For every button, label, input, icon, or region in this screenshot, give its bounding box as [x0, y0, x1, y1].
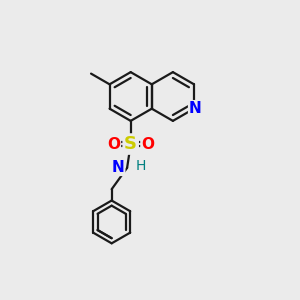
- Text: N: N: [189, 101, 202, 116]
- Text: H: H: [135, 159, 146, 173]
- Text: O: O: [107, 136, 120, 152]
- Text: N: N: [112, 160, 125, 175]
- Text: O: O: [141, 136, 154, 152]
- Text: S: S: [124, 135, 137, 153]
